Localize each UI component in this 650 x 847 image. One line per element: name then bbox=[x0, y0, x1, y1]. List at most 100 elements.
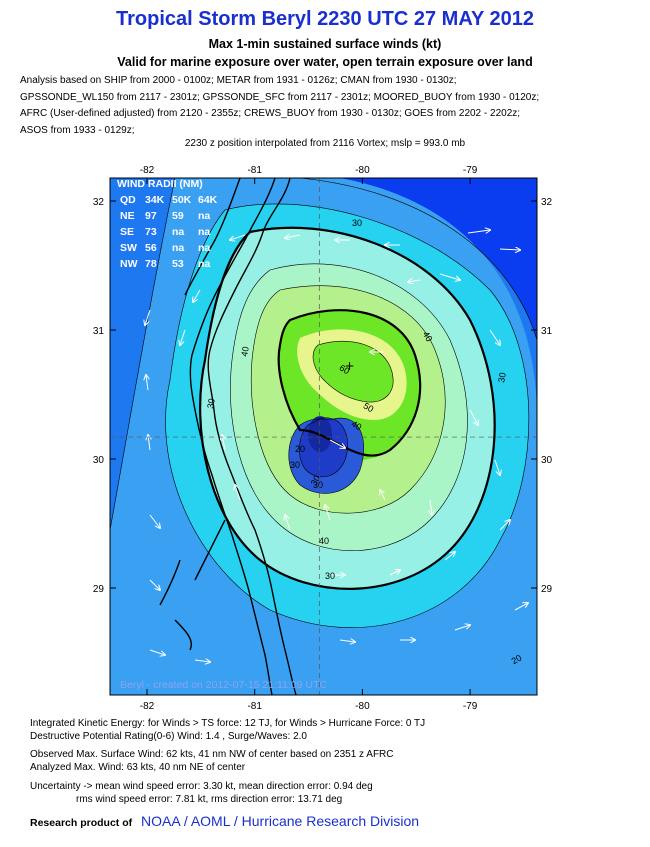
analysis-line: AFRC (User-defined adjusted) from 2120 -… bbox=[20, 108, 521, 119]
wind-vector bbox=[454, 625, 470, 631]
wind-vector bbox=[467, 230, 490, 233]
contour-label: 40 bbox=[239, 346, 251, 358]
wind-vector bbox=[149, 649, 165, 655]
contour-line-30kt bbox=[165, 203, 530, 628]
wind-radii-col: 34K bbox=[145, 194, 165, 206]
wind-vector bbox=[499, 249, 520, 250]
analysis-sources: Analysis based on SHIP from 2000 - 0100z… bbox=[20, 73, 640, 139]
lon-tick-label-top: -80 bbox=[355, 165, 370, 176]
coastline bbox=[159, 178, 297, 695]
wind-vector bbox=[193, 289, 201, 302]
footer-dpr: Destructive Potential Rating(0-6) Wind: … bbox=[30, 731, 307, 742]
watermark: Beryl - created on 2012-07-15 21:11:09 U… bbox=[120, 679, 327, 691]
footer-observed: Observed Max. Surface Wind: 62 kts, 41 n… bbox=[30, 749, 394, 760]
wind-radii-cell: na bbox=[198, 226, 210, 238]
lat-tick-label-left: 32 bbox=[93, 197, 105, 208]
wind-radii-cell: na bbox=[198, 210, 210, 222]
contour-label: 50 bbox=[362, 401, 376, 415]
wind-radii-cell: na bbox=[198, 258, 210, 270]
wind-radii-cell: na bbox=[172, 226, 184, 238]
contour-label: 20 bbox=[295, 444, 305, 454]
lat-tick-label-left: 30 bbox=[93, 455, 105, 466]
lon-tick-label-bottom: -81 bbox=[247, 701, 262, 712]
wind-vector bbox=[444, 552, 455, 561]
wind-radii-cell: 78 bbox=[145, 258, 157, 270]
wind-vector bbox=[149, 579, 160, 590]
wind-vector bbox=[230, 234, 246, 240]
footer-analyzed: Analyzed Max. Wind: 63 kts, 40 nm NE of … bbox=[30, 762, 246, 773]
contour-line-34kt bbox=[199, 226, 496, 590]
lon-tick-label-top: -79 bbox=[463, 165, 478, 176]
wind-vector bbox=[325, 505, 331, 521]
lat-tick-label-left: 31 bbox=[93, 326, 105, 337]
contour-label: 40 bbox=[421, 330, 435, 344]
research-label: Research product of bbox=[30, 817, 133, 829]
wind-vector bbox=[222, 435, 225, 451]
footer-max-wind: Observed Max. Surface Wind: 62 kts, 41 n… bbox=[30, 748, 394, 774]
contour-label: 40 bbox=[319, 536, 329, 546]
subtitle-units: Max 1-min sustained surface winds (kt) bbox=[208, 37, 442, 51]
wind-radii-cell: NW bbox=[120, 258, 138, 270]
contour-line-60kt bbox=[312, 341, 394, 403]
wind-vector bbox=[389, 570, 400, 576]
wind-vector bbox=[339, 640, 355, 642]
contour-label: 30 bbox=[496, 372, 508, 384]
wind-radii-col: 64K bbox=[198, 194, 218, 206]
wind-vector bbox=[439, 273, 460, 280]
lon-tick-label-top: -81 bbox=[247, 165, 262, 176]
contour-label: 30 bbox=[325, 571, 335, 581]
lat-tick-label-right: 30 bbox=[541, 455, 553, 466]
wind-radii-cell: 59 bbox=[172, 210, 184, 222]
wind-vector bbox=[514, 603, 528, 611]
contour-label: 30 bbox=[352, 218, 362, 228]
lat-tick-label-left: 29 bbox=[93, 584, 105, 595]
wind-radii-table: WIND RADII (NM) QD 34K 50K 64K NE 97 59 na S… bbox=[117, 178, 218, 270]
contour-line-20kt bbox=[299, 178, 537, 341]
contour-line-50kt bbox=[277, 309, 422, 457]
contour-label: 30 bbox=[290, 460, 300, 470]
wind-radii-header: QD 34K 50K 64K bbox=[120, 194, 218, 206]
footer-uncertainty: Uncertainty -> mean wind speed error: 3.… bbox=[30, 780, 373, 806]
page-title: Tropical Storm Beryl 2230 UTC 27 MAY 201… bbox=[116, 8, 534, 30]
wind-radii-col: 50K bbox=[172, 194, 192, 206]
wind-vector bbox=[146, 375, 148, 391]
contour-band-70kt bbox=[313, 341, 394, 403]
wind-vector bbox=[469, 409, 478, 425]
wind-radii-col: QD bbox=[120, 194, 136, 206]
research-org-link[interactable]: NOAA / AOML / Hurricane Research Divisio… bbox=[141, 813, 420, 829]
wind-vector bbox=[494, 459, 500, 475]
lon-tick-label-top: -82 bbox=[140, 165, 155, 176]
contour-label: 60 bbox=[338, 363, 352, 377]
wind-radii-cell: SW bbox=[120, 242, 137, 254]
wind-vector bbox=[329, 439, 345, 448]
analysis-line: GPSSONDE_WL150 from 2117 - 2301z; GPSSON… bbox=[20, 91, 540, 103]
analysis-line: Analysis based on SHIP from 2000 - 0100z… bbox=[20, 75, 457, 86]
wind-radii-cell: NE bbox=[120, 210, 135, 222]
footer-uncertainty-1: Uncertainty -> mean wind speed error: 3.… bbox=[30, 781, 373, 792]
wind-vector bbox=[235, 485, 241, 501]
wind-vector bbox=[408, 280, 421, 282]
contour-line-40kt bbox=[230, 263, 468, 551]
contour-label: 30 bbox=[309, 474, 323, 488]
coastline-estuary bbox=[184, 178, 241, 296]
lat-tick-label-right: 32 bbox=[541, 197, 553, 208]
wind-vector bbox=[145, 309, 151, 325]
coastline-main bbox=[207, 178, 297, 695]
wind-vector bbox=[148, 435, 150, 451]
wind-vector bbox=[489, 329, 500, 345]
analysis-line: ASOS from 1933 - 0129z; bbox=[20, 124, 135, 136]
contour-label: 30 bbox=[205, 398, 217, 410]
axis-ticks: -82 -82 -81 -81 -80 -80 -79 -79 32 32 31 31 30 30 29 29 bbox=[93, 165, 553, 712]
wind-vector bbox=[194, 660, 210, 662]
wind-vector bbox=[430, 499, 432, 515]
wind-radii-cell: na bbox=[198, 242, 210, 254]
wind-vector bbox=[285, 515, 291, 531]
lat-tick-label-right: 29 bbox=[541, 584, 553, 595]
wind-radii-rows: NE 97 59 na SE 73 na na SW 56 na na NW 78 53 na bbox=[120, 210, 210, 270]
wind-radii-cell: na bbox=[172, 242, 184, 254]
wind-vector bbox=[285, 235, 301, 238]
coastline-islands bbox=[159, 519, 226, 651]
